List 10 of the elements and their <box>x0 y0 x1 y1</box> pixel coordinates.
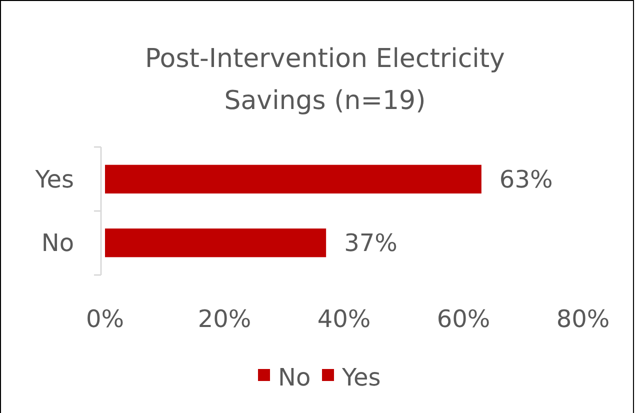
x-tick-label: 20% <box>197 304 251 332</box>
legend-label: Yes <box>340 362 380 391</box>
legend-label: No <box>278 362 310 391</box>
x-tick-label: 0% <box>85 304 124 332</box>
x-tick-label: 80% <box>556 304 610 332</box>
x-tick-label: 40% <box>316 304 370 332</box>
data-label: 37% <box>344 228 397 257</box>
x-tick-label: 60% <box>436 304 490 332</box>
chart-title: Post-Intervention Electricity Savings (n=19) <box>144 44 504 116</box>
data-label: 63% <box>498 165 552 194</box>
